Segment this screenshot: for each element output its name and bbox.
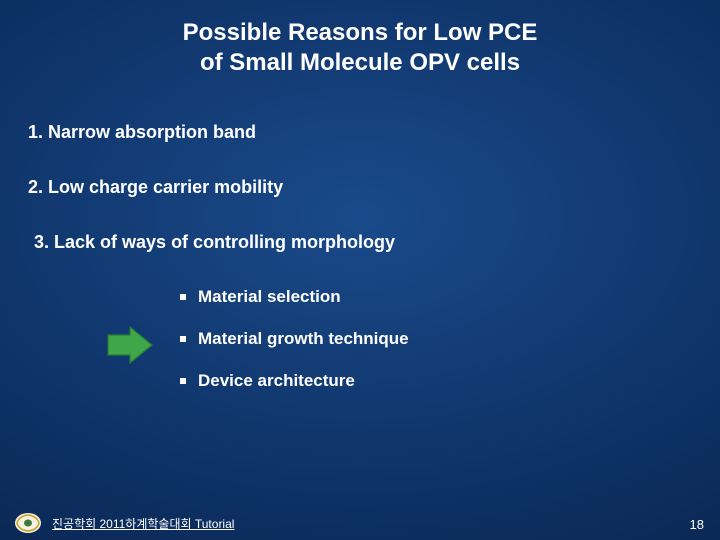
reason-3: 3. Lack of ways of controlling morpholog…: [34, 232, 692, 253]
title-line2: of Small Molecule OPV cells: [200, 49, 520, 76]
reason-2: 2. Low charge carrier mobility: [28, 177, 692, 198]
reason-1: 1. Narrow absorption band: [28, 122, 692, 143]
sub-section: Material selection Material growth techn…: [28, 287, 692, 391]
reason-list: 1. Narrow absorption band 2. Low charge …: [28, 122, 692, 253]
arrow-icon: [106, 325, 154, 365]
sub-list: Material selection Material growth techn…: [180, 287, 692, 391]
slide-title: Possible Reasons for Low PCE of Small Mo…: [28, 18, 692, 78]
sub-item-1: Material selection: [180, 287, 692, 307]
footer: 진공학회 2011하계학술대회 Tutorial 18: [0, 512, 720, 540]
logo-center: [24, 520, 32, 527]
page-number: 18: [690, 517, 704, 532]
slide-container: Possible Reasons for Low PCE of Small Mo…: [0, 0, 720, 540]
logo-icon: [14, 512, 42, 534]
footer-text: 진공학회 2011하계학술대회 Tutorial: [52, 515, 234, 532]
title-line1: Possible Reasons for Low PCE: [183, 19, 538, 46]
sub-item-3: Device architecture: [180, 371, 692, 391]
sub-item-2: Material growth technique: [180, 329, 692, 349]
